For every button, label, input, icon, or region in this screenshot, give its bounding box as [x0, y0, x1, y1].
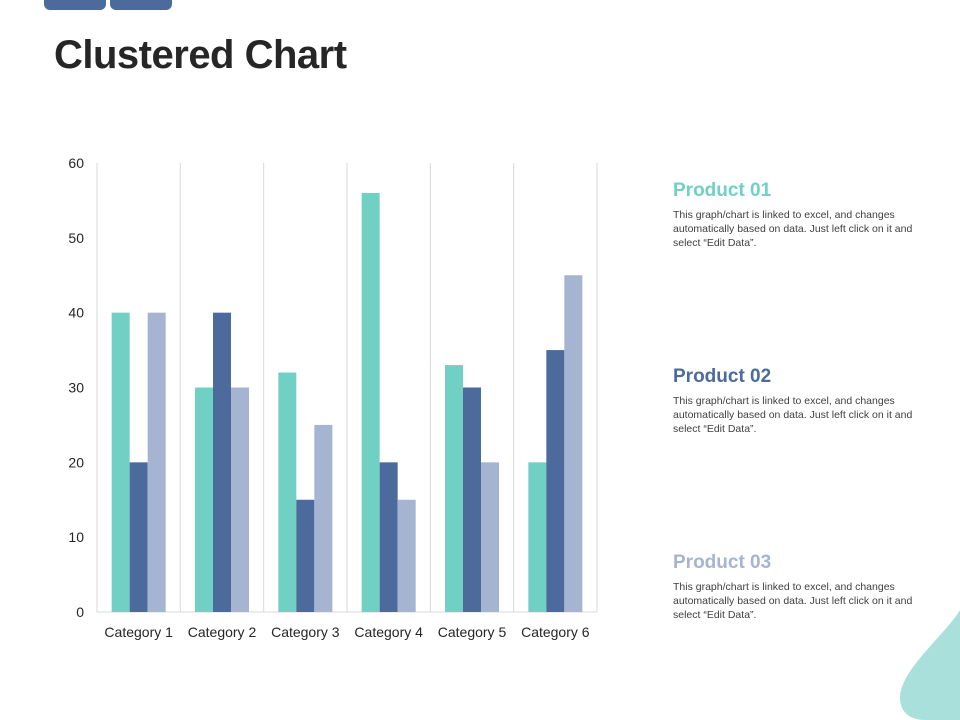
x-tick-label: Category 1: [104, 624, 173, 640]
x-tick-label: Category 5: [438, 624, 507, 640]
legend-product-03-text: This graph/chart is linked to excel, and…: [673, 581, 913, 621]
bar-product-01-category-6: [528, 462, 547, 612]
x-tick-label: Category 2: [188, 624, 257, 640]
top-decor-bar-right: [110, 0, 172, 10]
y-tick-label: 50: [68, 230, 84, 246]
y-tick-label: 30: [68, 380, 84, 396]
top-decor-bar-left: [44, 0, 106, 10]
legend-product-01-name: Product 01: [673, 180, 772, 201]
bar-product-03-category-4: [397, 499, 416, 612]
bar-product-02-category-4: [379, 462, 398, 612]
bar-product-01-category-2: [195, 387, 213, 612]
y-tick-label: 20: [68, 454, 84, 470]
x-tick-label: Category 4: [354, 624, 423, 640]
legend-product-03-name: Product 03: [673, 552, 772, 573]
legend-product-02-name: Product 02: [673, 366, 772, 387]
bar-product-03-category-1: [147, 312, 166, 612]
bar-product-03-category-3: [314, 424, 333, 612]
bar-product-02-category-1: [129, 462, 148, 612]
bar-product-02-category-3: [296, 499, 315, 612]
bar-product-02-category-6: [546, 350, 565, 612]
bar-product-01-category-1: [111, 312, 130, 612]
y-tick-label: 40: [68, 305, 84, 321]
bar-product-01-category-3: [278, 372, 297, 612]
legend-product-02-text: This graph/chart is linked to excel, and…: [673, 395, 913, 435]
y-tick-label: 0: [76, 604, 84, 620]
legend-product-03: Product 03 This graph/chart is linked to…: [673, 552, 913, 622]
corner-drop-decoration: [900, 610, 960, 720]
y-tick-label: 10: [68, 529, 84, 545]
page-title: Clustered Chart: [54, 33, 347, 77]
y-tick-label: 60: [68, 155, 84, 171]
legend-product-01-text: This graph/chart is linked to excel, and…: [673, 209, 913, 249]
bar-product-01-category-4: [361, 192, 380, 612]
bar-product-01-category-5: [445, 365, 463, 612]
bar-product-03-category-2: [231, 387, 249, 612]
legend-product-01: Product 01 This graph/chart is linked to…: [673, 180, 913, 250]
bar-product-03-category-5: [481, 462, 499, 612]
bar-product-02-category-5: [463, 387, 481, 612]
bar-product-03-category-6: [564, 275, 583, 612]
bar-product-02-category-2: [213, 312, 231, 612]
x-tick-label: Category 6: [521, 624, 590, 640]
x-tick-label: Category 3: [271, 624, 340, 640]
legend-product-02: Product 02 This graph/chart is linked to…: [673, 366, 913, 436]
